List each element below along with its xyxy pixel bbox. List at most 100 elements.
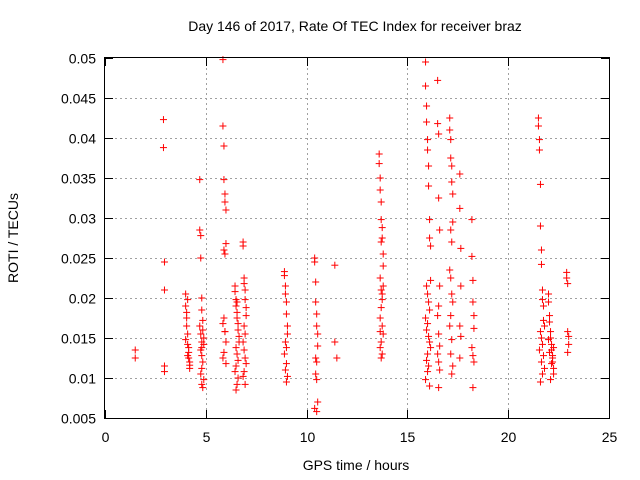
- data-point: [280, 350, 288, 358]
- y-tick-label: 0.045: [61, 91, 96, 107]
- y-tick-label: 0.035: [61, 171, 96, 187]
- data-point: [377, 354, 385, 362]
- data-point: [457, 282, 465, 290]
- data-point: [220, 246, 228, 254]
- data-point: [536, 222, 544, 230]
- data-point: [311, 258, 319, 266]
- data-point: [222, 338, 230, 346]
- data-point: [436, 366, 444, 374]
- data-point: [375, 150, 383, 158]
- data-point: [182, 290, 190, 298]
- data-point: [241, 286, 249, 294]
- data-point: [435, 194, 443, 202]
- data-point: [239, 338, 247, 346]
- data-point: [199, 358, 207, 366]
- data-point: [435, 130, 443, 138]
- data-point: [425, 332, 433, 340]
- y-tick-label: 0.015: [61, 331, 96, 347]
- data-point: [377, 198, 385, 206]
- data-point: [376, 344, 384, 352]
- data-point: [198, 364, 206, 372]
- data-point: [548, 360, 556, 368]
- data-point: [537, 358, 545, 366]
- data-point: [456, 322, 464, 330]
- data-point: [436, 226, 444, 234]
- x-tick-label: 15: [400, 429, 416, 445]
- data-point: [281, 290, 289, 298]
- data-point: [234, 356, 242, 364]
- data-point: [234, 326, 242, 334]
- data-point: [545, 336, 553, 344]
- data-point: [221, 328, 229, 336]
- data-point: [131, 354, 139, 362]
- y-tick-label: 0.04: [69, 131, 96, 147]
- data-point: [313, 358, 321, 366]
- data-point: [198, 344, 206, 352]
- data-point: [564, 328, 572, 336]
- data-point: [219, 122, 227, 130]
- data-point: [333, 354, 341, 362]
- data-point: [447, 154, 455, 162]
- data-point: [222, 360, 230, 368]
- data-point: [447, 226, 455, 234]
- data-point: [436, 342, 444, 350]
- data-point: [197, 232, 205, 240]
- data-point: [331, 261, 339, 269]
- data-point: [434, 76, 442, 84]
- data-point: [457, 332, 465, 340]
- data-point: [539, 302, 547, 310]
- data-point: [312, 354, 320, 362]
- data-point: [434, 120, 442, 128]
- data-point: [234, 374, 242, 382]
- data-point: [378, 234, 386, 242]
- data-point: [446, 126, 454, 134]
- data-point: [239, 242, 247, 250]
- data-point: [283, 330, 291, 338]
- data-point: [424, 136, 432, 144]
- data-point: [456, 204, 464, 212]
- data-point: [199, 384, 207, 392]
- data-point: [539, 316, 547, 324]
- data-point: [159, 116, 167, 124]
- data-point: [241, 380, 249, 388]
- data-point: [221, 198, 229, 206]
- data-point: [281, 366, 289, 374]
- data-point: [469, 352, 477, 360]
- data-point: [314, 342, 322, 350]
- data-point: [536, 328, 544, 336]
- data-point: [468, 344, 476, 352]
- x-tick-label: 10: [300, 429, 316, 445]
- data-point: [232, 344, 240, 352]
- data-point: [435, 384, 443, 392]
- data-point: [423, 326, 431, 334]
- data-point: [565, 332, 573, 340]
- data-point: [241, 296, 249, 304]
- data-point: [183, 314, 191, 322]
- data-point: [540, 322, 548, 330]
- data-point: [160, 286, 168, 294]
- data-point: [435, 302, 443, 310]
- data-point: [282, 298, 290, 306]
- y-tick-label: 0.01: [69, 371, 96, 387]
- data-point: [314, 398, 322, 406]
- data-point: [377, 238, 385, 246]
- data-point: [242, 304, 250, 312]
- data-point: [448, 238, 456, 246]
- y-axis-label: ROTI / TECUs: [5, 193, 21, 283]
- data-point: [536, 180, 544, 188]
- data-point: [197, 370, 205, 378]
- data-point: [538, 296, 546, 304]
- data-point: [449, 218, 457, 226]
- data-point: [234, 320, 242, 328]
- data-point: [131, 346, 139, 354]
- data-point: [241, 354, 249, 362]
- chart-title: Day 146 of 2017, Rate Of TEC Index for r…: [188, 18, 522, 34]
- data-point: [426, 306, 434, 314]
- data-point: [538, 370, 546, 378]
- data-point: [196, 176, 204, 184]
- data-point: [231, 288, 239, 296]
- data-point: [233, 380, 241, 388]
- data-point: [426, 338, 434, 346]
- data-point: [242, 312, 250, 320]
- data-point: [160, 258, 168, 266]
